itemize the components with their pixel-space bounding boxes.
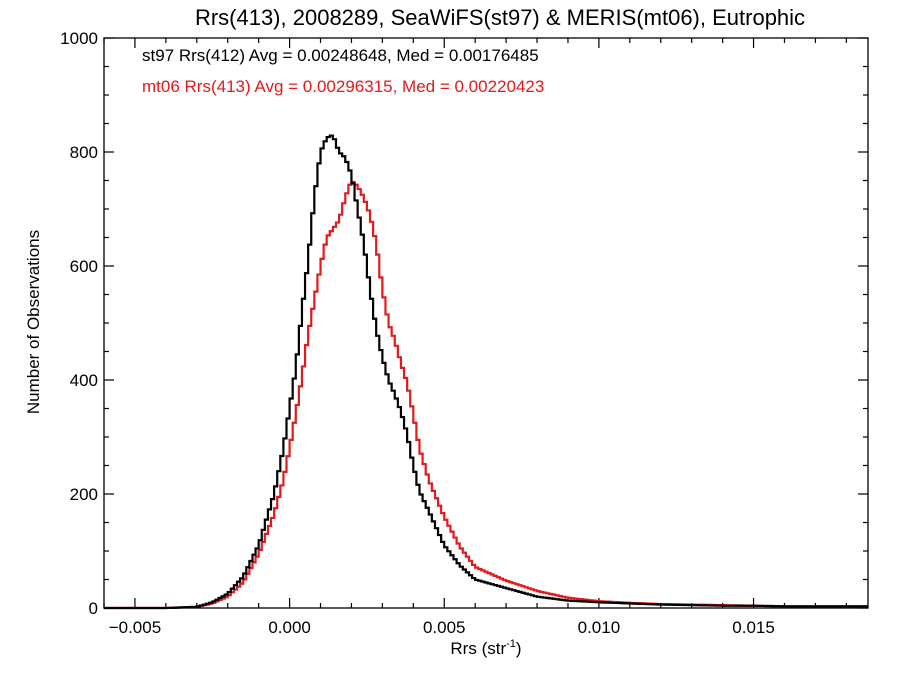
series-line-st97	[104, 136, 868, 608]
y-tick-label: 400	[70, 371, 98, 390]
legend-entry-st97: st97 Rrs(412) Avg = 0.00248648, Med = 0.…	[142, 46, 539, 65]
histogram-chart: Rrs(413), 2008289, SeaWiFS(st97) & MERIS…	[0, 0, 900, 675]
x-tick-label: −0.005	[109, 618, 161, 637]
x-tick-label: 0.015	[732, 618, 775, 637]
y-tick-label: 600	[70, 257, 98, 276]
y-tick-label: 800	[70, 143, 98, 162]
chart-title: Rrs(413), 2008289, SeaWiFS(st97) & MERIS…	[195, 5, 805, 30]
plot-frame	[104, 38, 868, 608]
legend-entry-mt06: mt06 Rrs(413) Avg = 0.00296315, Med = 0.…	[142, 77, 544, 96]
series-line-mt06	[104, 182, 868, 608]
x-tick-label: 0.005	[423, 618, 466, 637]
x-axis-label: Rrs (str-1)	[450, 638, 521, 658]
x-tick-label: 0.010	[578, 618, 621, 637]
y-tick-label: 200	[70, 485, 98, 504]
y-tick-label: 1000	[60, 29, 98, 48]
series-layer	[104, 136, 868, 608]
y-tick-label: 0	[89, 599, 98, 618]
axis-ticks	[104, 38, 868, 608]
y-axis-label: Number of Observations	[24, 230, 43, 414]
tick-labels: −0.005 0.000 0.005 0.010 0.015 0 200 400 600 800 1…	[60, 29, 775, 637]
x-axis-label-superscript: -1	[506, 638, 516, 650]
x-axis-label-tail: )	[516, 639, 522, 658]
x-axis-label-main: Rrs (str	[450, 639, 506, 658]
x-tick-label: 0.000	[268, 618, 311, 637]
